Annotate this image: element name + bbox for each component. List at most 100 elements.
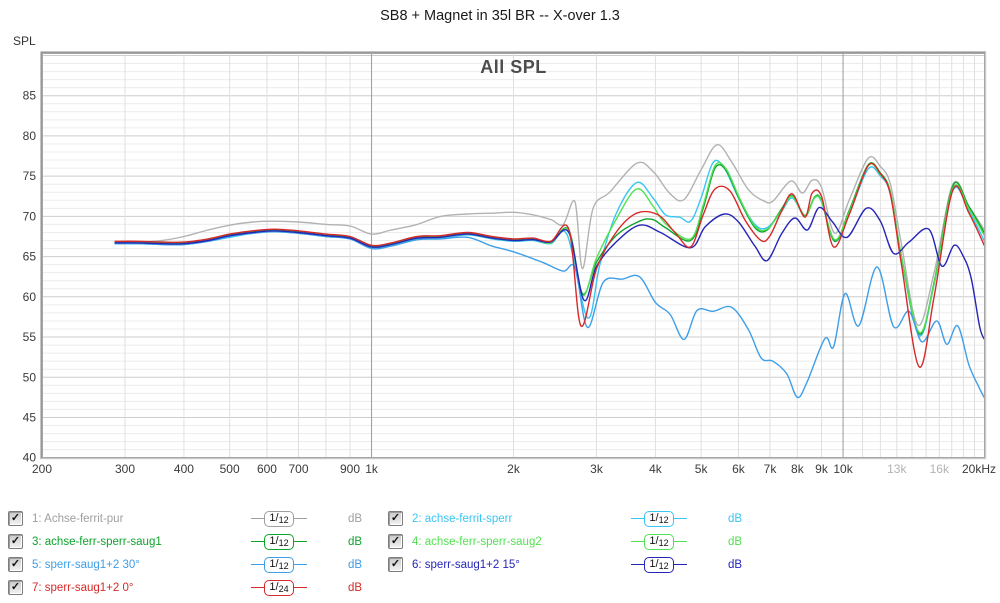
- legend-checkbox[interactable]: ✓: [388, 534, 403, 549]
- y-axis-title: SPL: [13, 34, 36, 48]
- curve-legend: ✓ 1: Achse-ferrit-pur 1/12 dB ✓ 2: achse…: [8, 507, 768, 599]
- checkmark-icon: ✓: [10, 511, 21, 524]
- smoothing-fraction-box: 1/12: [644, 510, 674, 527]
- y-tick-label: 70: [23, 209, 37, 223]
- wire-right: [293, 564, 307, 565]
- legend-curve-label: 6: sperr-saug1+2 15°: [412, 558, 520, 571]
- checkmark-icon: ✓: [10, 557, 21, 570]
- wire-left: [251, 541, 265, 542]
- x-tick-label: 300: [115, 462, 135, 476]
- curve-5: [114, 231, 984, 399]
- smoothing-control[interactable]: 1/12: [600, 533, 718, 550]
- checkmark-icon: ✓: [390, 511, 401, 524]
- curve-7: [114, 162, 984, 368]
- legend-item-6: ✓ 6: sperr-saug1+2 15° 1/12 dB: [388, 553, 768, 576]
- x-tick-label: 13k: [887, 462, 907, 476]
- wire-left: [251, 564, 265, 565]
- wire-right: [673, 541, 687, 542]
- y-tick-label: 40: [23, 451, 37, 465]
- window-title: SB8 + Magnet in 35l BR -- X-over 1.3: [380, 8, 620, 24]
- smoothing-control[interactable]: 1/24: [220, 579, 338, 596]
- x-tick-label: 200: [32, 462, 52, 476]
- x-tick-label: 700: [289, 462, 309, 476]
- legend-checkbox[interactable]: ✓: [388, 511, 403, 526]
- y-tick-label: 60: [23, 290, 37, 304]
- checkmark-icon: ✓: [390, 557, 401, 570]
- wire-right: [293, 518, 307, 519]
- y-tick-label: 80: [23, 129, 37, 143]
- unit-label: dB: [728, 558, 743, 571]
- legend-item-4: ✓ 4: achse-ferr-sperr-saug2 1/12 dB: [388, 530, 768, 553]
- legend-checkbox[interactable]: ✓: [8, 511, 23, 526]
- y-axis-ticks: 85 80 75 70 65 60 55 50 45 40: [23, 89, 37, 465]
- smoothing-control[interactable]: 1/12: [220, 533, 338, 550]
- legend-checkbox[interactable]: ✓: [8, 580, 23, 595]
- wire-left: [251, 587, 265, 588]
- x-tick-label: 600: [257, 462, 277, 476]
- curve-6: [114, 206, 984, 340]
- x-tick-label: 500: [220, 462, 240, 476]
- y-tick-label: 55: [23, 330, 37, 344]
- smoothing-fraction-box: 1/12: [264, 556, 294, 573]
- smoothing-fraction-box: 1/12: [264, 533, 294, 550]
- unit-label: dB: [348, 581, 363, 594]
- curves: [114, 144, 984, 399]
- chart-heading: All SPL: [480, 57, 547, 77]
- unit-label: dB: [728, 535, 743, 548]
- wire-left: [631, 564, 645, 565]
- smoothing-control[interactable]: 1/12: [600, 510, 718, 527]
- checkmark-icon: ✓: [390, 534, 401, 547]
- smoothing-control[interactable]: 1/12: [220, 510, 338, 527]
- x-tick-label: 7k: [764, 462, 778, 476]
- legend-item-5: ✓ 5: sperr-saug1+2 30° 1/12 dB: [8, 553, 388, 576]
- legend-curve-label: 5: sperr-saug1+2 30°: [32, 558, 140, 571]
- x-axis-ticks: 200 300 400 500 600 700 900 1k 2k 3k 4k 5k 6k 7k 8k 9k 1…: [32, 462, 996, 476]
- x-tick-label: 6k: [732, 462, 746, 476]
- y-tick-label: 65: [23, 250, 37, 264]
- wire-left: [251, 518, 265, 519]
- x-tick-label: 20kHz: [962, 462, 996, 476]
- wire-right: [673, 564, 687, 565]
- checkmark-icon: ✓: [10, 580, 21, 593]
- legend-curve-label: 7: sperr-saug1+2 0°: [32, 581, 134, 594]
- legend-curve-label: 3: achse-ferr-sperr-saug1: [32, 535, 162, 548]
- spl-chart: 200 300 400 500 600 700 900 1k 2k 3k 4k 5k 6k 7k 8k 9k 1…: [23, 51, 996, 476]
- x-tick-label: 2k: [507, 462, 521, 476]
- wire-left: [631, 518, 645, 519]
- legend-curve-label: 2: achse-ferrit-sperr: [412, 512, 513, 525]
- wire-right: [673, 518, 687, 519]
- x-tick-label: 9k: [815, 462, 829, 476]
- unit-label: dB: [348, 558, 363, 571]
- x-tick-label: 10k: [833, 462, 853, 476]
- checkmark-icon: ✓: [10, 534, 21, 547]
- legend-item-1: ✓ 1: Achse-ferrit-pur 1/12 dB: [8, 507, 388, 530]
- x-tick-label: 4k: [649, 462, 663, 476]
- unit-label: dB: [728, 512, 743, 525]
- smoothing-control[interactable]: 1/12: [600, 556, 718, 573]
- x-tick-label: 8k: [791, 462, 805, 476]
- legend-item-2: ✓ 2: achse-ferrit-sperr 1/12 dB: [388, 507, 768, 530]
- unit-label: dB: [348, 535, 363, 548]
- y-tick-label: 75: [23, 169, 37, 183]
- curve-1: [114, 144, 984, 326]
- smoothing-fraction-box: 1/24: [264, 579, 294, 596]
- legend-curve-label: 4: achse-ferr-sperr-saug2: [412, 535, 542, 548]
- legend-checkbox[interactable]: ✓: [388, 557, 403, 572]
- y-tick-label: 45: [23, 410, 37, 424]
- x-tick-label: 16k: [930, 462, 950, 476]
- smoothing-fraction-box: 1/12: [644, 556, 674, 573]
- smoothing-fraction-box: 1/12: [264, 510, 294, 527]
- x-tick-label: 3k: [590, 462, 604, 476]
- legend-curve-label: 1: Achse-ferrit-pur: [32, 512, 124, 525]
- legend-checkbox[interactable]: ✓: [8, 557, 23, 572]
- x-tick-label: 5k: [695, 462, 709, 476]
- unit-label: dB: [348, 512, 363, 525]
- legend-item-7: ✓ 7: sperr-saug1+2 0° 1/24 dB: [8, 576, 388, 599]
- legend-checkbox[interactable]: ✓: [8, 534, 23, 549]
- smoothing-control[interactable]: 1/12: [220, 556, 338, 573]
- x-tick-label: 1k: [365, 462, 379, 476]
- y-tick-label: 85: [23, 89, 37, 103]
- x-tick-label: 900: [340, 462, 360, 476]
- v-gridlines: [124, 53, 975, 458]
